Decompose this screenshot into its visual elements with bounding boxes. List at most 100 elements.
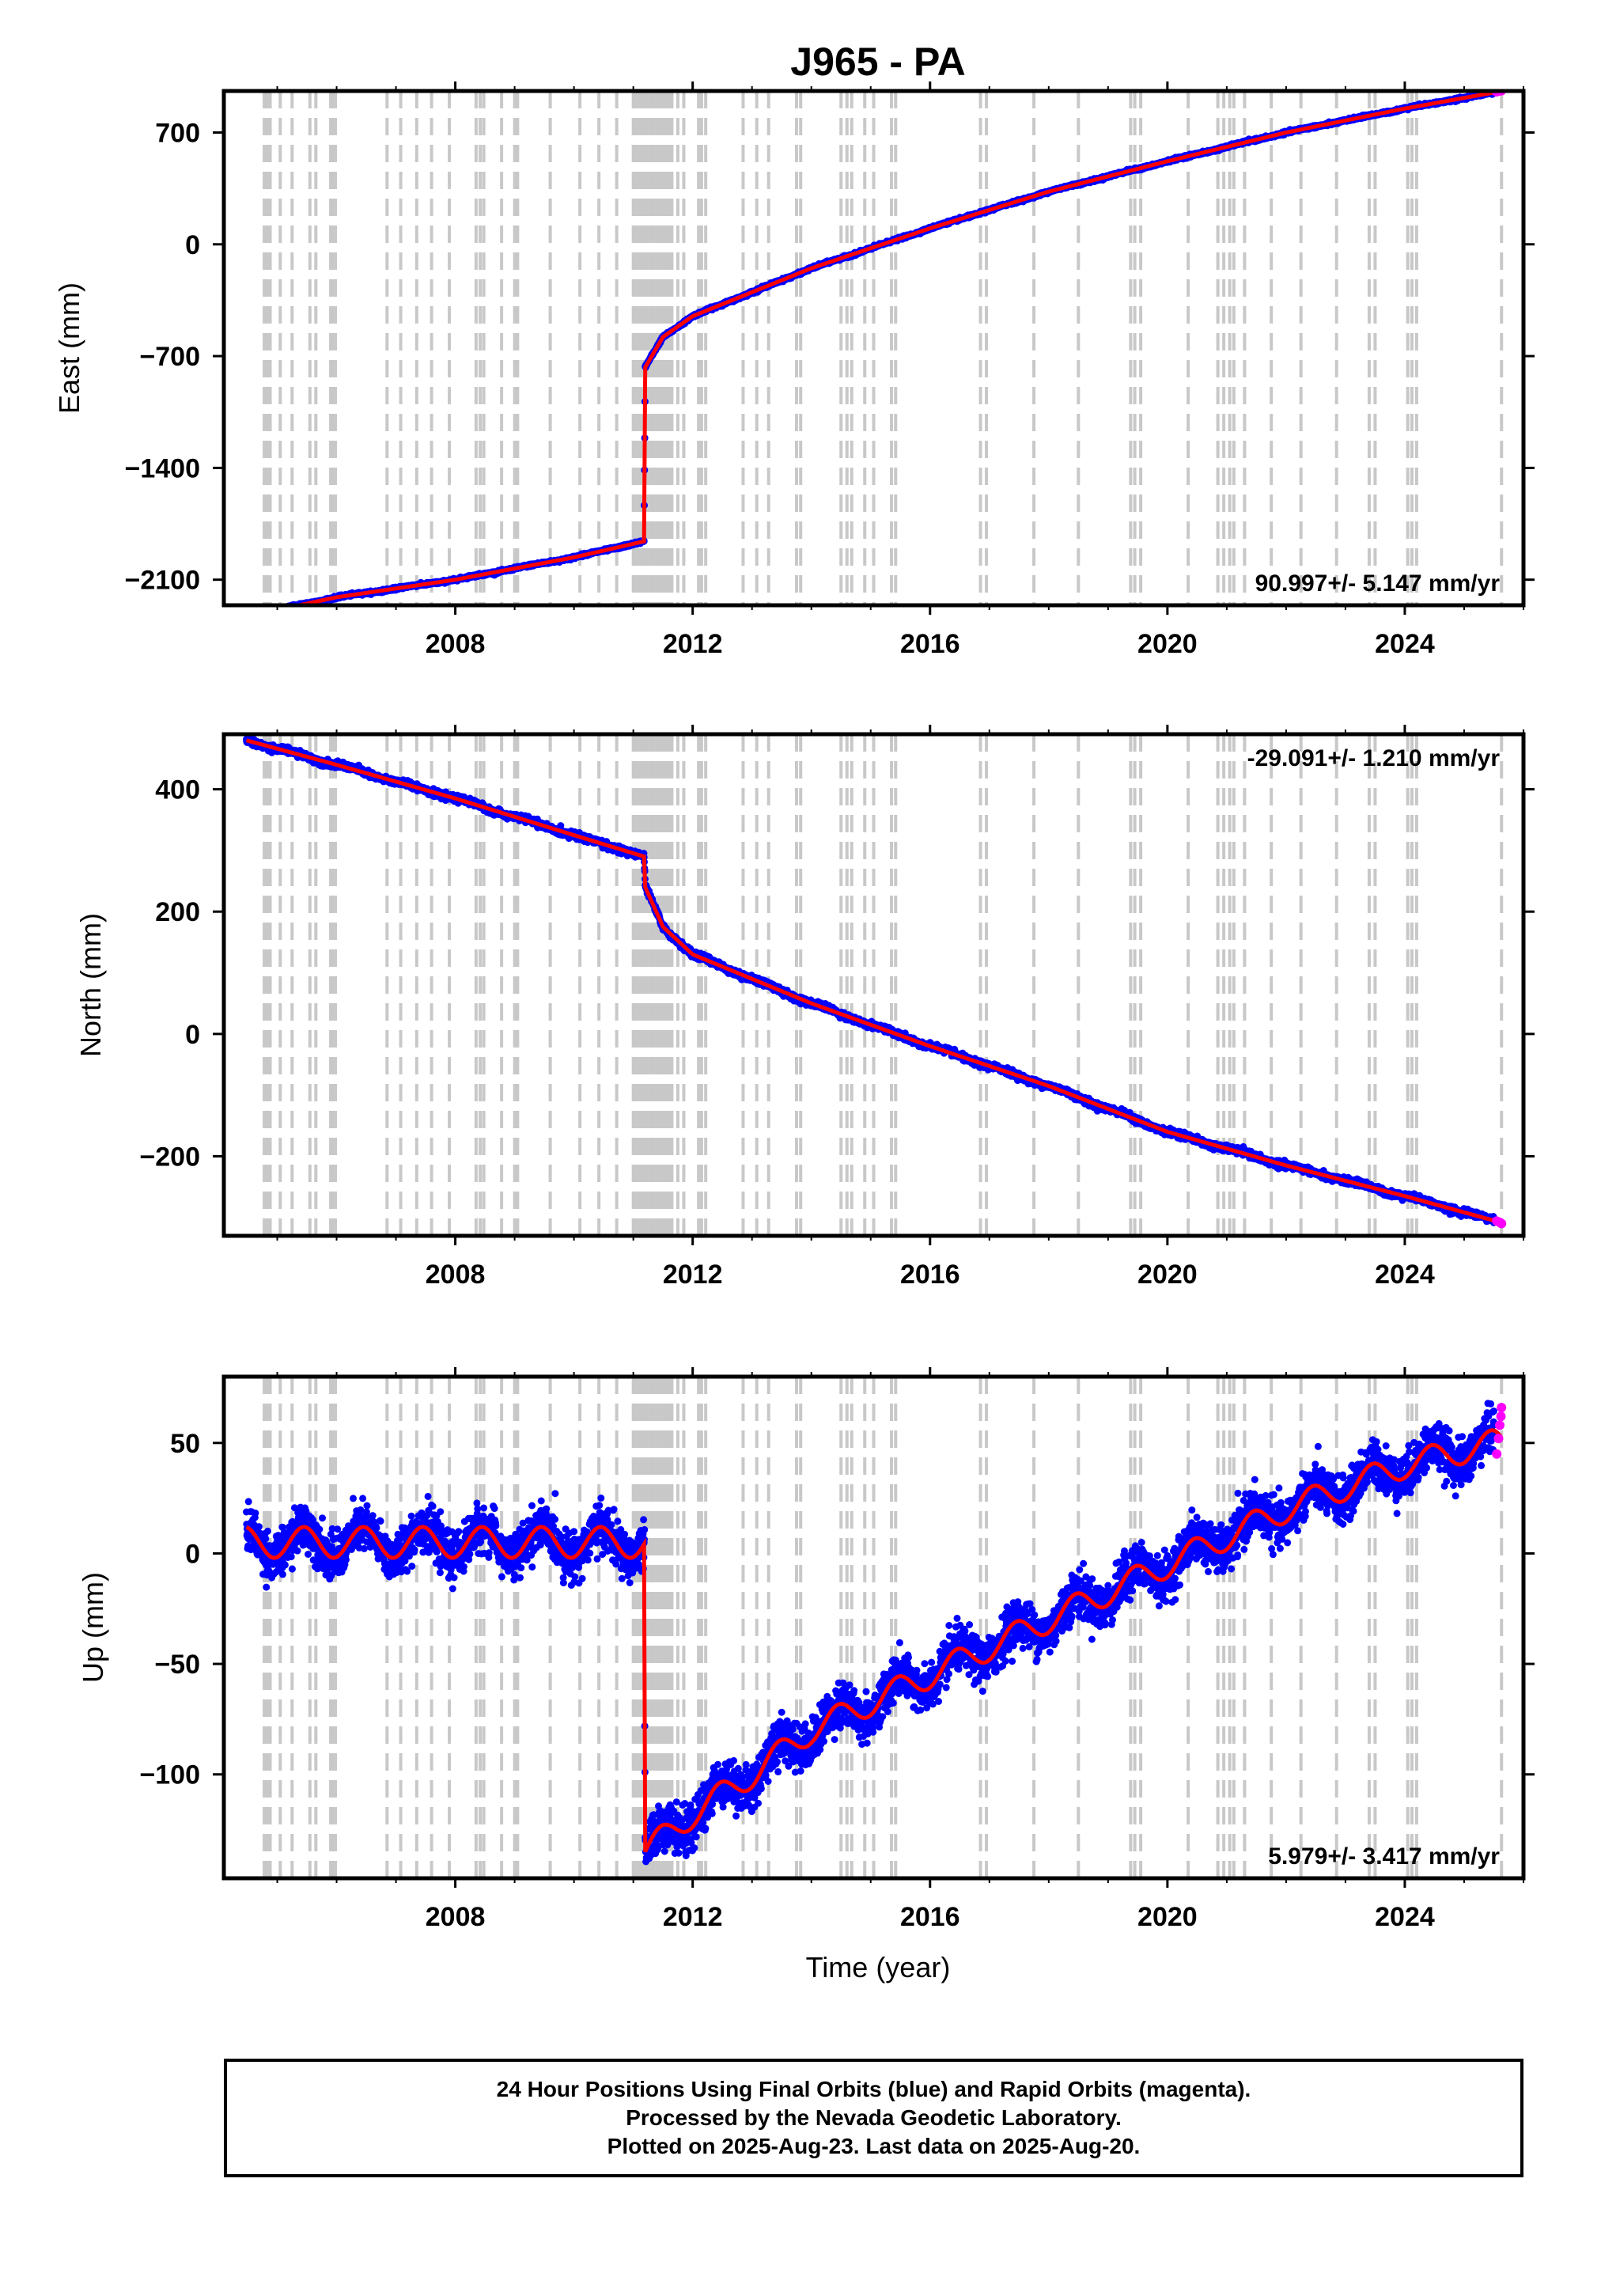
- final-orbit-point: [258, 611, 265, 618]
- final-orbit-point: [263, 609, 270, 616]
- final-orbit-point: [249, 612, 256, 619]
- final-orbit-point: [248, 612, 255, 619]
- final-orbit-point: [263, 608, 271, 615]
- final-orbit-point: [263, 610, 270, 617]
- final-orbit-point: [256, 612, 263, 619]
- final-orbit-point: [245, 612, 252, 619]
- final-orbit-point: [257, 609, 264, 616]
- final-orbit-point: [254, 612, 261, 619]
- final-orbit-point: [261, 608, 268, 616]
- final-orbit-point: [263, 608, 271, 616]
- final-orbit-point: [256, 611, 263, 618]
- final-orbit-point: [270, 608, 277, 615]
- final-orbit-point: [253, 612, 260, 619]
- final-orbit-point: [244, 613, 252, 620]
- final-orbit-point: [264, 608, 271, 616]
- final-orbit-point: [254, 611, 261, 618]
- final-orbit-point: [247, 612, 254, 619]
- final-orbit-point: [254, 611, 261, 618]
- final-orbit-point: [246, 612, 253, 619]
- final-orbit-point: [262, 610, 269, 617]
- final-orbit-point: [244, 612, 252, 619]
- final-orbit-point: [270, 607, 277, 614]
- final-orbit-point: [256, 610, 263, 617]
- final-orbit-point: [263, 608, 271, 615]
- final-orbit-point: [255, 611, 263, 618]
- panels: 2008 2012 2016 2020 2024−2100−1400−7000700Ea…: [53, 81, 1535, 1983]
- final-orbit-point: [256, 610, 263, 617]
- final-orbit-point: [249, 612, 256, 619]
- final-orbit-point: [259, 609, 266, 616]
- panel-east: 2008 2012 2016 2020 2024−2100−1400−7000700Ea…: [53, 81, 1535, 659]
- final-orbit-point: [263, 609, 271, 616]
- final-orbit-point: [244, 612, 251, 619]
- final-orbit-point: [268, 609, 275, 616]
- final-orbit-point: [252, 613, 259, 620]
- final-orbit-point: [255, 609, 262, 616]
- final-orbit-point: [244, 612, 252, 619]
- final-orbit-point: [247, 612, 254, 619]
- final-orbit-point: [261, 608, 268, 616]
- final-orbit-point: [260, 609, 267, 616]
- final-orbit-point: [248, 612, 255, 619]
- final-orbit-point: [253, 612, 260, 619]
- final-orbit-point: [251, 612, 258, 619]
- final-orbit-point: [247, 612, 254, 619]
- final-orbit-point: [259, 610, 266, 617]
- final-orbit-point: [251, 612, 258, 619]
- final-orbit-point: [250, 611, 257, 618]
- final-orbit-point: [255, 610, 263, 617]
- final-orbit-point: [258, 610, 265, 617]
- final-orbit-point: [271, 608, 278, 615]
- final-orbit-point: [260, 611, 267, 618]
- final-orbit-point: [267, 608, 274, 616]
- final-orbit-point: [254, 611, 261, 618]
- final-orbit-point: [252, 611, 259, 618]
- final-orbit-point: [252, 612, 259, 619]
- final-orbit-point: [250, 611, 257, 618]
- final-orbit-point: [269, 607, 276, 614]
- final-orbit-point: [245, 612, 252, 619]
- final-orbit-point: [261, 610, 268, 617]
- final-orbit-point: [257, 610, 264, 617]
- final-orbit-point: [245, 614, 252, 621]
- final-orbit-point: [260, 609, 267, 616]
- final-orbit-point: [249, 611, 256, 618]
- final-orbit-point: [246, 613, 253, 620]
- final-orbit-point: [259, 610, 266, 617]
- final-orbit-point: [243, 613, 250, 620]
- final-orbit-point: [258, 611, 265, 618]
- final-orbit-point: [247, 613, 254, 620]
- final-orbit-point: [265, 609, 272, 616]
- final-orbit-point: [268, 608, 275, 615]
- final-orbit-point: [267, 608, 274, 615]
- final-orbit-point: [261, 610, 268, 617]
- final-orbit-point: [248, 612, 255, 619]
- final-orbit-point: [244, 612, 251, 619]
- plot-area: [243, 91, 1507, 621]
- final-orbit-point: [267, 608, 274, 616]
- final-orbit-point: [266, 608, 273, 615]
- final-orbit-point: [246, 613, 253, 620]
- final-orbit-point: [252, 612, 259, 619]
- final-orbit-point: [252, 612, 259, 619]
- final-orbit-point: [259, 610, 267, 617]
- chart-title: J965 - PA: [790, 40, 965, 84]
- final-orbit-point: [271, 607, 278, 614]
- final-orbit-point: [264, 608, 271, 616]
- final-orbit-point: [248, 612, 255, 619]
- final-orbit-point: [266, 608, 273, 615]
- final-orbit-point: [244, 612, 252, 619]
- final-orbit-point: [273, 607, 280, 614]
- final-orbit-point: [274, 607, 282, 614]
- final-orbit-point: [266, 608, 273, 616]
- final-orbit-point: [249, 612, 256, 619]
- final-orbit-point: [248, 612, 255, 619]
- final-orbit-point: [243, 612, 250, 619]
- final-orbit-point: [266, 609, 273, 616]
- final-orbit-point: [267, 608, 274, 616]
- final-orbit-point: [264, 608, 271, 616]
- final-orbit-point: [265, 609, 272, 616]
- final-orbit-point: [259, 610, 267, 617]
